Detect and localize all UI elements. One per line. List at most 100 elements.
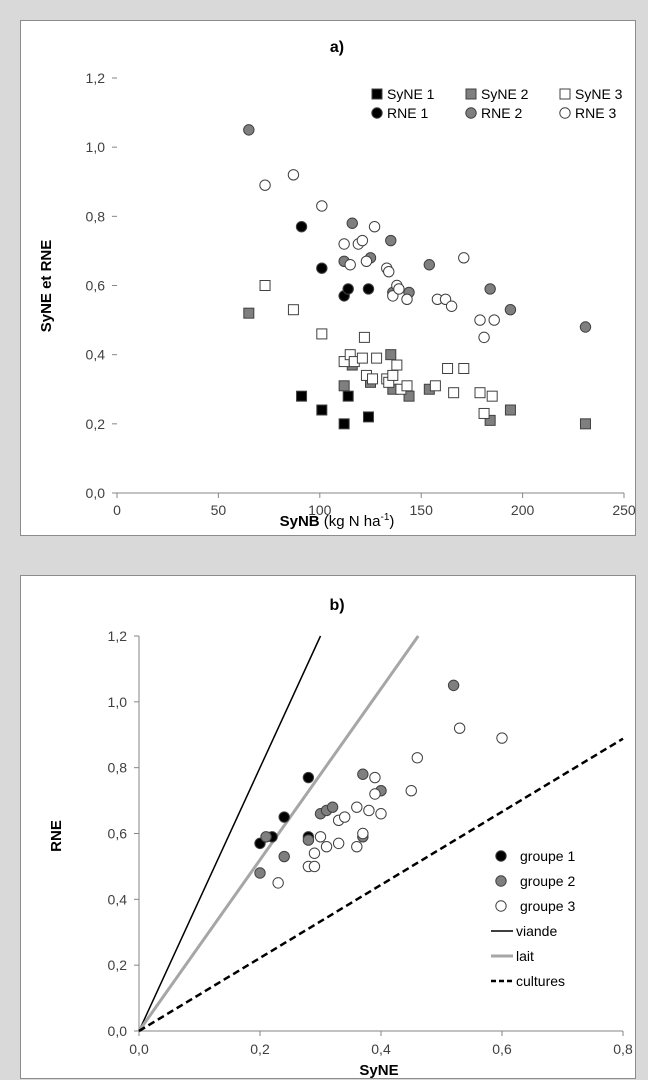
point-rne-3	[360, 255, 373, 267]
point-rne-2	[346, 217, 358, 229]
chart-b-svg: 0,0 0,2 0,4 0,6 0,8 0,0 0,2 0,4 0,6 0,8 1,0 1,2 b) Sy…	[48, 597, 633, 1079]
point-groupe-3	[314, 831, 327, 843]
point-groupe-2	[278, 850, 290, 863]
legend-label: RNE 2	[481, 105, 522, 121]
point-syne-3	[356, 352, 368, 364]
point-groupe-3	[351, 801, 363, 813]
point-rne-2	[484, 283, 496, 295]
point-rne-3	[344, 259, 356, 271]
point-groupe-3	[453, 722, 466, 734]
point-groupe-3	[332, 837, 345, 850]
point-syne-3	[316, 328, 328, 340]
y-tick-label: 1,2	[108, 628, 128, 644]
x-tick-label: 200	[511, 502, 535, 518]
point-groupe-2	[260, 831, 272, 843]
reference-line-cultures	[138, 737, 624, 1033]
point-syne-3	[478, 407, 490, 419]
legend-marker	[465, 107, 477, 119]
legend-label: SyNE 1	[387, 86, 435, 102]
point-rne-1	[342, 283, 354, 295]
point-syne-2	[484, 414, 496, 426]
point-groupe-3	[405, 785, 417, 797]
legend-marker	[371, 107, 383, 119]
point-syne-3	[448, 387, 460, 399]
y-tick-label: 0,4	[108, 891, 128, 907]
y-tick-label: 0,2	[108, 957, 128, 973]
point-syne-1	[316, 404, 328, 416]
legend-label: groupe 3	[520, 898, 575, 914]
legend-label: viande	[516, 923, 557, 939]
legend-marker	[371, 88, 383, 100]
reference-line-viande	[138, 635, 322, 1032]
legend-label: RNE 3	[575, 105, 616, 121]
legend-marker	[495, 850, 507, 862]
point-groupe-3	[496, 732, 508, 744]
point-syne-3	[458, 363, 470, 374]
point-syne-3	[442, 363, 454, 374]
point-syne-3	[474, 387, 486, 399]
point-syne-3	[371, 352, 383, 364]
point-syne-3	[429, 380, 441, 392]
legend-marker	[495, 875, 507, 887]
chart-panel-b: 0,0 0,2 0,4 0,6 0,8 0,0 0,2 0,4 0,6 0,8 1,0 1,2 b) Sy…	[20, 575, 636, 1079]
point-rne-3	[401, 293, 413, 306]
point-groupe-3	[369, 771, 381, 784]
point-syne-1	[296, 390, 308, 402]
x-tick-label: 0,8	[613, 1041, 633, 1057]
point-syne-1	[338, 418, 350, 430]
point-syne-2	[243, 307, 255, 319]
y-tick-label: 0,0	[86, 485, 106, 501]
legend-marker	[559, 107, 571, 119]
point-syne-3	[358, 331, 370, 343]
y-tick-label: 0,4	[86, 347, 106, 363]
point-groupe-3	[411, 752, 423, 764]
chart-a-svg: 0 50 100 150 200 250 0,0 0,2 0,4 0,6 0,8 1,0 1,2 a) Sy…	[38, 39, 636, 530]
point-groupe-2	[447, 679, 460, 692]
y-tick-label: 0,2	[86, 416, 106, 432]
point-groupe-2	[254, 867, 266, 879]
point-syne-3	[391, 359, 403, 371]
point-syne-2	[504, 404, 516, 416]
y-tick-label: 0,6	[86, 278, 106, 294]
x-tick-label: 0,0	[129, 1041, 149, 1057]
point-groupe-3	[272, 877, 284, 889]
point-syne-1	[342, 390, 354, 402]
point-syne-1	[362, 411, 374, 423]
x-tick-label: 0,2	[250, 1041, 270, 1057]
point-syne-3	[259, 280, 271, 291]
point-rne-3	[383, 265, 395, 278]
y-tick-label: 1,0	[108, 694, 128, 710]
x-tick-label: 150	[410, 502, 434, 518]
y-axis-label: SyNE et RNE	[38, 240, 55, 333]
point-rne-1	[316, 262, 328, 274]
point-groupe-2	[302, 834, 315, 846]
point-rne-2	[579, 321, 592, 333]
point-groupe-3	[339, 811, 351, 823]
legend-label: lait	[516, 948, 534, 964]
point-rne-3	[478, 331, 490, 344]
x-tick-label: 0,4	[371, 1041, 391, 1057]
point-rne-3	[474, 314, 486, 326]
point-groupe-3	[308, 847, 321, 859]
x-tick-label: 250	[612, 502, 636, 518]
point-rne-2	[504, 304, 517, 316]
point-rne-2	[243, 124, 255, 136]
point-syne-2	[385, 349, 397, 361]
legend-marker	[465, 88, 477, 100]
point-rne-3	[393, 283, 405, 295]
point-groupe-3	[308, 860, 321, 873]
point-rne-3	[259, 179, 271, 191]
point-rne-1	[362, 283, 375, 295]
legend-label: SyNE 3	[575, 86, 623, 102]
point-rne-3	[287, 169, 300, 181]
point-syne-2	[579, 418, 591, 430]
legend-label: RNE 1	[387, 105, 428, 121]
chart-panel-a: 0 50 100 150 200 250 0,0 0,2 0,4 0,6 0,8 1,0 1,2 a) Sy…	[20, 20, 636, 536]
point-groupe-1	[302, 771, 315, 784]
x-tick-label: 0,6	[492, 1041, 512, 1057]
point-syne-2	[338, 380, 350, 392]
point-syne-3	[367, 373, 379, 385]
point-groupe-3	[375, 808, 387, 820]
point-groupe-3	[320, 840, 333, 853]
point-rne-3	[356, 234, 369, 247]
